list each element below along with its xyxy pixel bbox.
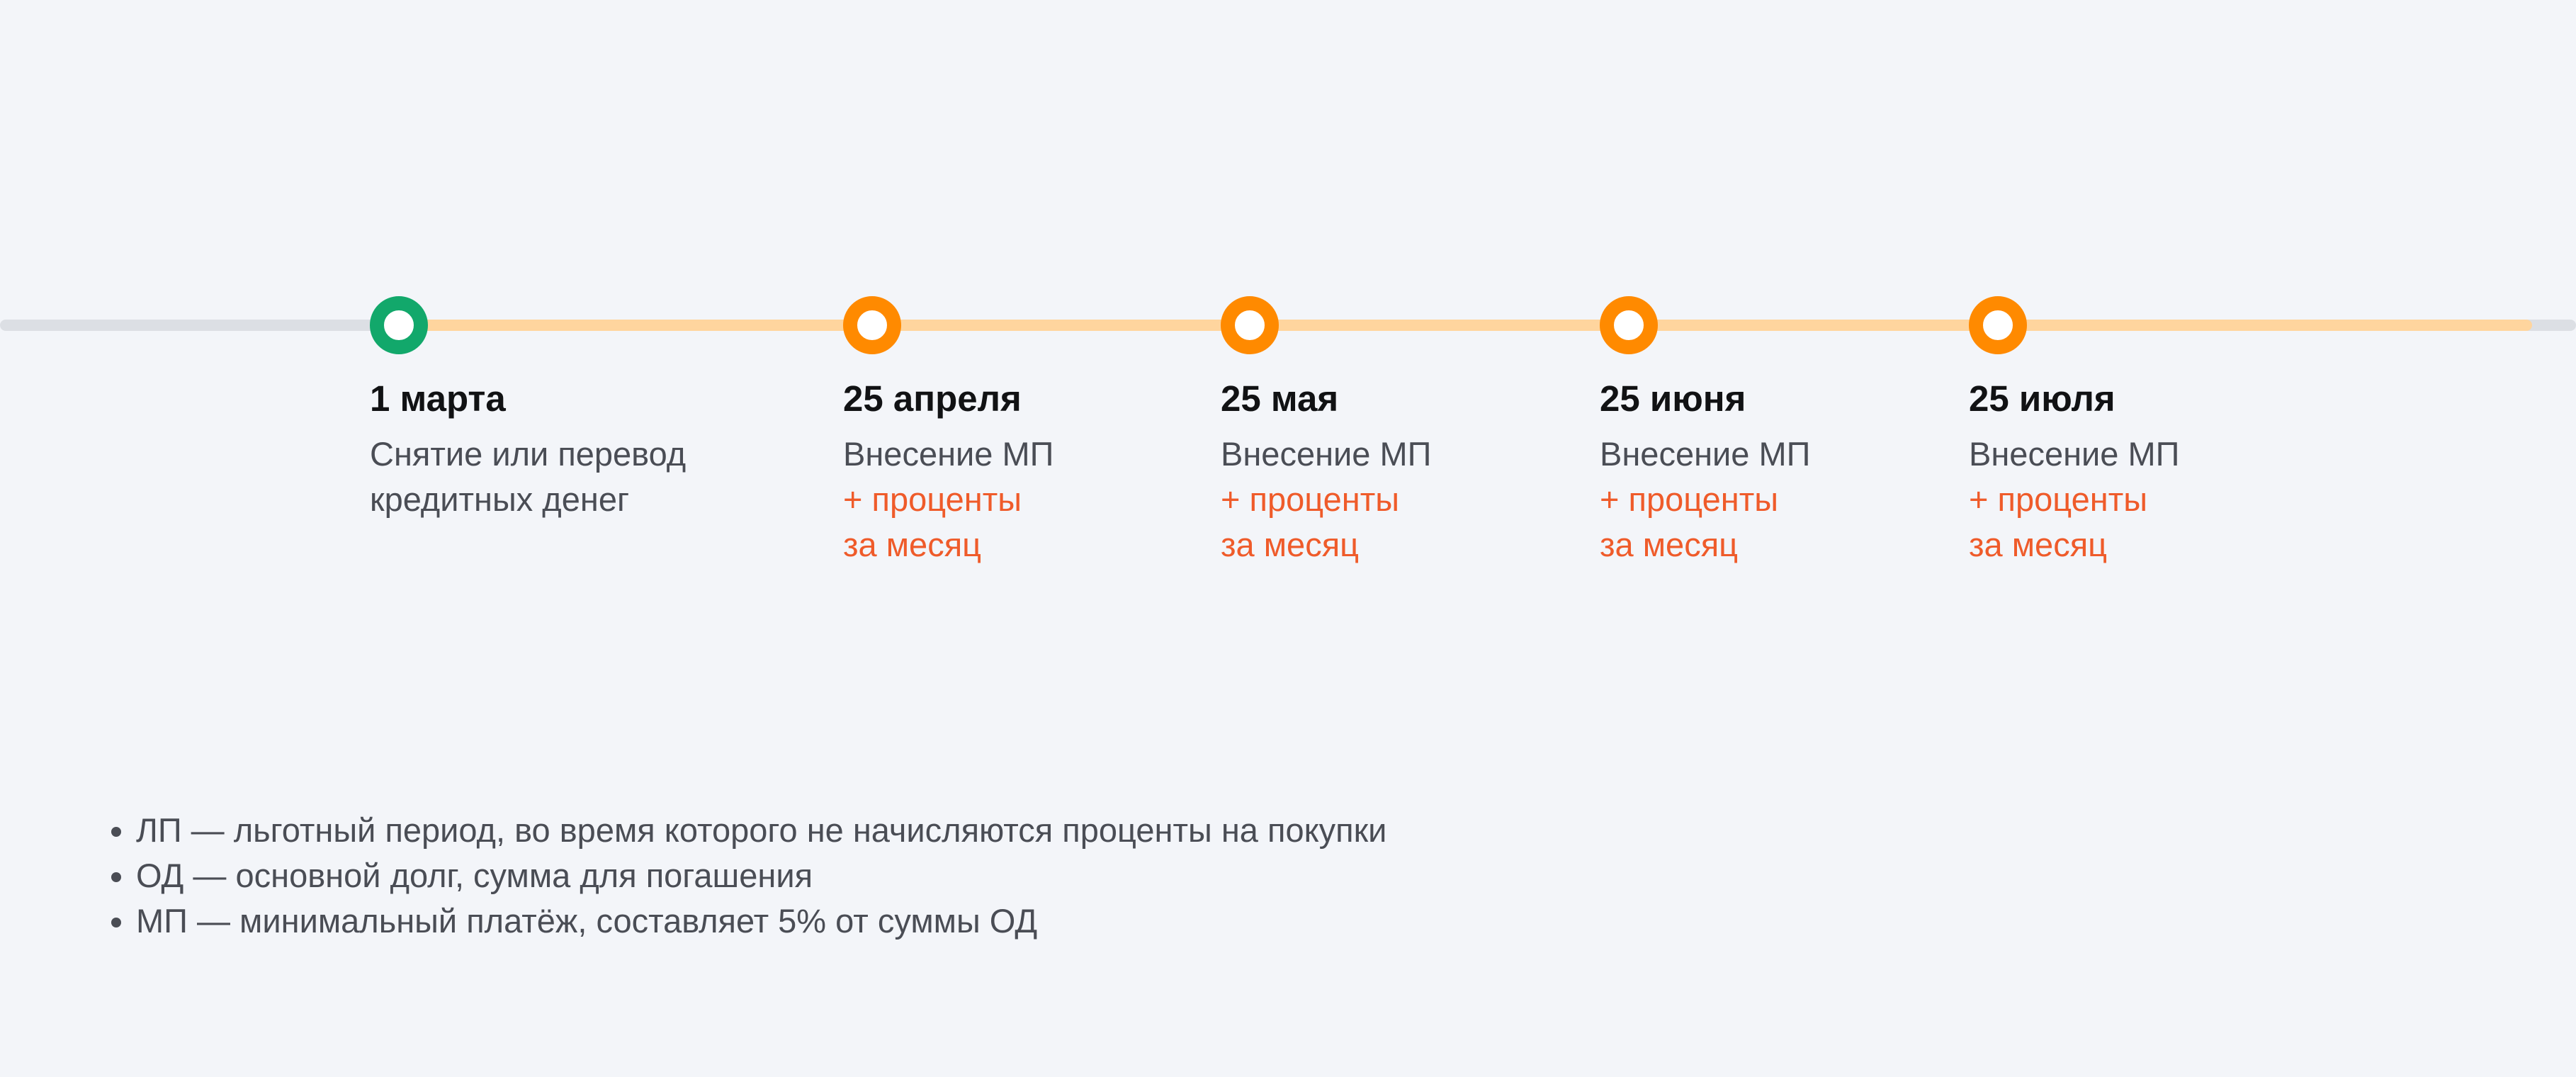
event-description: Снятие или перевод кредитных денег	[370, 432, 686, 522]
event-date: 25 июня	[1600, 378, 1746, 419]
legend-item: ОД — основной долг, сумма для погашения	[136, 853, 1386, 898]
event-description-line: Внесение МП	[1969, 435, 2180, 473]
event-description: Внесение МП + проценты за месяц	[843, 432, 1053, 568]
event-interest-note: за месяц	[1600, 526, 1739, 563]
timeline-node-start	[370, 296, 428, 354]
event-description-line: Снятие или перевод	[370, 435, 687, 473]
timeline-event: 25 июля Внесение МП + проценты за месяц	[1969, 372, 2179, 568]
abbreviations-legend: ЛП — льготный период, во время которого …	[99, 808, 1386, 944]
event-description-line: Внесение МП	[843, 435, 1054, 473]
timeline: 1 марта Снятие или перевод кредитных ден…	[0, 296, 2576, 568]
event-interest-note: + проценты	[1221, 480, 1400, 518]
timeline-event: 25 апреля Внесение МП + проценты за меся…	[843, 372, 1053, 568]
timeline-event: 1 марта Снятие или перевод кредитных ден…	[370, 372, 686, 522]
timeline-node-payment	[1221, 296, 1279, 354]
event-interest-note: за месяц	[843, 526, 982, 563]
timeline-event: 25 мая Внесение МП + проценты за месяц	[1221, 372, 1431, 568]
event-description: Внесение МП + проценты за месяц	[1221, 432, 1431, 568]
timeline-node-payment	[843, 296, 901, 354]
event-description: Внесение МП + проценты за месяц	[1600, 432, 1810, 568]
event-interest-note: + проценты	[843, 480, 1022, 518]
event-interest-note: + проценты	[1600, 480, 1779, 518]
event-description-line: Внесение МП	[1221, 435, 1432, 473]
event-date: 25 июля	[1969, 378, 2115, 419]
event-description-line: Внесение МП	[1600, 435, 1811, 473]
event-description: Внесение МП + проценты за месяц	[1969, 432, 2179, 568]
timeline-track-active	[398, 320, 2532, 331]
legend-item: ЛП — льготный период, во время которого …	[136, 808, 1386, 853]
event-date: 25 мая	[1221, 378, 1339, 419]
timeline-event: 25 июня Внесение МП + проценты за месяц	[1600, 372, 1810, 568]
event-date: 1 марта	[370, 378, 506, 419]
event-interest-note: за месяц	[1969, 526, 2108, 563]
legend-item: МП — минимальный платёж, составляет 5% о…	[136, 898, 1386, 944]
timeline-node-payment	[1600, 296, 1658, 354]
event-interest-note: за месяц	[1221, 526, 1360, 563]
event-description-line: кредитных денег	[370, 480, 630, 518]
event-interest-note: + проценты	[1969, 480, 2148, 518]
timeline-node-payment	[1969, 296, 2027, 354]
event-date: 25 апреля	[843, 378, 1022, 419]
